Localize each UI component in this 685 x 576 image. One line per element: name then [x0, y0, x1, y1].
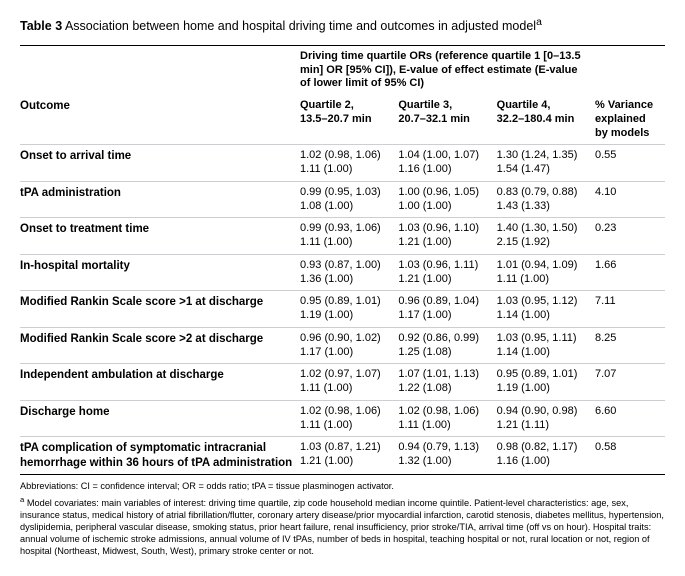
q3-cell: 1.00 (0.96, 1.05)1.00 (1.00) — [398, 181, 496, 218]
header-q2: Quartile 2, 13.5–20.7 min — [300, 95, 398, 145]
table-row: Modified Rankin Scale score >2 at discha… — [20, 327, 665, 364]
q2-cell: 0.96 (0.90, 1.02)1.17 (1.00) — [300, 327, 398, 364]
q2-cell: 0.93 (0.87, 1.00)1.36 (1.00) — [300, 254, 398, 291]
q3-cell: 1.07 (1.01, 1.13)1.22 (1.08) — [398, 364, 496, 401]
variance-cell: 0.55 — [595, 145, 665, 182]
q3-cell: 0.92 (0.86, 0.99)1.25 (1.08) — [398, 327, 496, 364]
q3-cell: 1.04 (1.00, 1.07)1.16 (1.00) — [398, 145, 496, 182]
q2-cell: 1.03 (0.87, 1.21)1.21 (1.00) — [300, 437, 398, 474]
header-variance: % Variance explained by models — [595, 95, 665, 145]
results-table: Driving time quartile ORs (reference qua… — [20, 45, 665, 474]
outcome-cell: Discharge home — [20, 400, 300, 437]
variance-cell: 7.07 — [595, 364, 665, 401]
title-superscript: a — [536, 17, 542, 28]
outcome-cell: tPA administration — [20, 181, 300, 218]
q4-cell: 0.83 (0.79, 0.88)1.43 (1.33) — [497, 181, 595, 218]
table-caption: Association between home and hospital dr… — [62, 19, 536, 33]
table-title: Table 3 Association between home and hos… — [20, 16, 665, 35]
outcome-cell: Modified Rankin Scale score >1 at discha… — [20, 291, 300, 328]
table-row: tPA administration0.99 (0.95, 1.03)1.08 … — [20, 181, 665, 218]
table-row: tPA complication of symptomatic intracra… — [20, 437, 665, 474]
variance-cell: 8.25 — [595, 327, 665, 364]
variance-cell: 4.10 — [595, 181, 665, 218]
header-q3: Quartile 3, 20.7–32.1 min — [398, 95, 496, 145]
variance-cell: 6.60 — [595, 400, 665, 437]
q4-cell: 1.30 (1.24, 1.35)1.54 (1.47) — [497, 145, 595, 182]
outcome-cell: tPA complication of symptomatic intracra… — [20, 437, 300, 474]
footnotes: Abbreviations: CI = confidence interval;… — [20, 481, 665, 558]
outcome-cell: Modified Rankin Scale score >2 at discha… — [20, 327, 300, 364]
q4-cell: 1.40 (1.30, 1.50)2.15 (1.92) — [497, 218, 595, 255]
q3-cell: 1.02 (0.98, 1.06)1.11 (1.00) — [398, 400, 496, 437]
q4-cell: 1.03 (0.95, 1.11)1.14 (1.00) — [497, 327, 595, 364]
q3-cell: 1.03 (0.96, 1.11)1.21 (1.00) — [398, 254, 496, 291]
q2-cell: 1.02 (0.98, 1.06)1.11 (1.00) — [300, 400, 398, 437]
footnote-a: a Model covariates: main variables of in… — [20, 495, 665, 558]
footnote-abbrev: Abbreviations: CI = confidence interval;… — [20, 481, 665, 493]
variance-cell: 7.11 — [595, 291, 665, 328]
table-row: Discharge home1.02 (0.98, 1.06)1.11 (1.0… — [20, 400, 665, 437]
table-number: Table 3 — [20, 19, 62, 33]
q3-cell: 0.96 (0.89, 1.04)1.17 (1.00) — [398, 291, 496, 328]
q4-cell: 1.03 (0.95, 1.12)1.14 (1.00) — [497, 291, 595, 328]
variance-cell: 1.66 — [595, 254, 665, 291]
q2-cell: 0.95 (0.89, 1.01)1.19 (1.00) — [300, 291, 398, 328]
q3-cell: 1.03 (0.96, 1.10)1.21 (1.00) — [398, 218, 496, 255]
variance-cell: 0.58 — [595, 437, 665, 474]
q4-cell: 0.94 (0.90, 0.98)1.21 (1.11) — [497, 400, 595, 437]
column-spanner: Driving time quartile ORs (reference qua… — [300, 45, 595, 95]
outcome-cell: Onset to arrival time — [20, 145, 300, 182]
outcome-cell: Onset to treatment time — [20, 218, 300, 255]
outcome-cell: In-hospital mortality — [20, 254, 300, 291]
table-row: Independent ambulation at discharge1.02 … — [20, 364, 665, 401]
q2-cell: 0.99 (0.95, 1.03)1.08 (1.00) — [300, 181, 398, 218]
table-row: Modified Rankin Scale score >1 at discha… — [20, 291, 665, 328]
q2-cell: 1.02 (0.98, 1.06)1.11 (1.00) — [300, 145, 398, 182]
outcome-cell: Independent ambulation at discharge — [20, 364, 300, 401]
table-row: Onset to treatment time0.99 (0.93, 1.06)… — [20, 218, 665, 255]
header-outcome: Outcome — [20, 95, 300, 145]
q4-cell: 1.01 (0.94, 1.09)1.11 (1.00) — [497, 254, 595, 291]
table-row: In-hospital mortality0.93 (0.87, 1.00)1.… — [20, 254, 665, 291]
q2-cell: 0.99 (0.93, 1.06)1.11 (1.00) — [300, 218, 398, 255]
q2-cell: 1.02 (0.97, 1.07)1.11 (1.00) — [300, 364, 398, 401]
q4-cell: 0.98 (0.82, 1.17)1.16 (1.00) — [497, 437, 595, 474]
header-q4: Quartile 4, 32.2–180.4 min — [497, 95, 595, 145]
variance-cell: 0.23 — [595, 218, 665, 255]
q3-cell: 0.94 (0.79, 1.13)1.32 (1.00) — [398, 437, 496, 474]
table-row: Onset to arrival time1.02 (0.98, 1.06)1.… — [20, 145, 665, 182]
q4-cell: 0.95 (0.89, 1.01)1.19 (1.00) — [497, 364, 595, 401]
